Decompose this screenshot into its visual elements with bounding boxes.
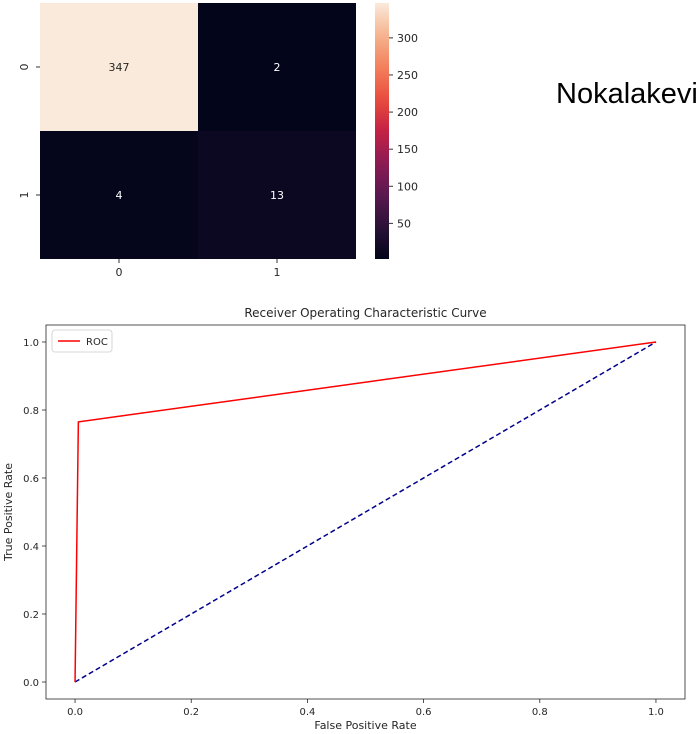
roc-curve-chart: Receiver Operating Characteristic Curve 0… [2, 306, 686, 732]
x-axis-label: False Positive Rate [314, 719, 416, 732]
heatmap-cell [198, 131, 356, 259]
colorbar-tick-label: 50 [397, 217, 411, 230]
y-tick-label: 0.6 [23, 474, 39, 485]
colorbar-tick-label: 300 [397, 32, 418, 45]
y-tick-label: 1.0 [23, 338, 39, 349]
x-tick-label: 1.0 [648, 707, 664, 718]
y-tick-label: 0.0 [23, 678, 39, 689]
colorbar-tick-label: 250 [397, 69, 418, 82]
x-tick-label: 0.4 [299, 707, 315, 718]
heatmap-cell-label: 347 [109, 61, 130, 74]
legend-box [51, 329, 113, 353]
y-tick-label: 1 [18, 192, 31, 199]
heatmap-cell-label: 4 [116, 189, 123, 202]
colorbar-tick-label: 200 [397, 106, 418, 119]
x-tick-label: 0.2 [183, 707, 199, 718]
x-tick-label: 0.8 [532, 707, 548, 718]
heatmap-cell-label: 2 [274, 61, 281, 74]
plot-frame [45, 324, 686, 700]
legend: ROC [51, 329, 113, 353]
y-tick-label: 0.2 [23, 610, 39, 621]
chart-title: Receiver Operating Characteristic Curve [244, 306, 486, 320]
colorbar-tick-label: 100 [397, 180, 418, 193]
y-axis-label: True Positive Rate [2, 463, 15, 562]
y-tick-label: 0.8 [23, 406, 39, 417]
x-tick-label: 1 [274, 266, 281, 279]
colorbar [375, 3, 389, 259]
heatmap-cell [40, 3, 198, 131]
colorbar-tick-label: 150 [397, 143, 418, 156]
heatmap-cell [40, 131, 198, 259]
roc-series-line [74, 341, 657, 683]
x-tick-label: 0.0 [67, 707, 83, 718]
heatmap-cell-label: 13 [270, 189, 284, 202]
y-tick-label: 0 [18, 64, 31, 71]
x-tick-label: 0 [116, 266, 123, 279]
diagonal-reference-line [74, 341, 657, 683]
side-caption: Nokalakevi [556, 78, 698, 110]
x-tick-label: 0.6 [416, 707, 432, 718]
y-tick-label: 0.4 [23, 542, 39, 553]
heatmap-cell [198, 3, 356, 131]
legend-label: ROC [86, 337, 108, 348]
